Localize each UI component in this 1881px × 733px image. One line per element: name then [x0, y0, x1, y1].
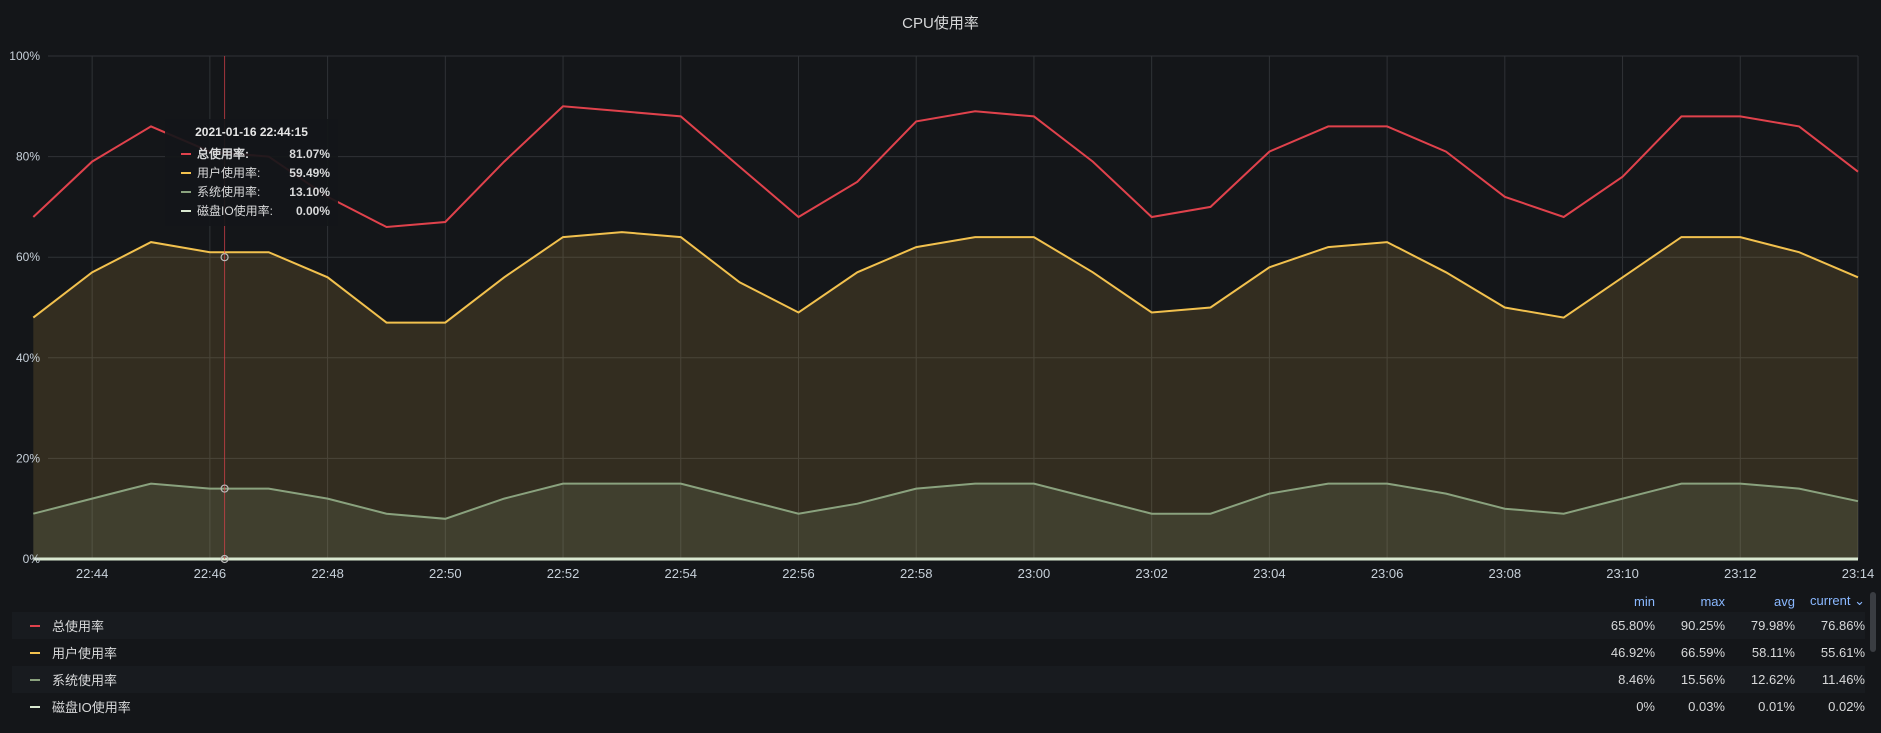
- x-tick-label: 22:58: [900, 566, 933, 580]
- legend-current: 0.02%: [1828, 699, 1865, 714]
- series-line-system: [33, 482, 1859, 520]
- x-tick-label: 22:44: [76, 566, 109, 580]
- cpu-usage-chart[interactable]: 0%20%40%60%80%100% 22:44 22:46 22:48 22:50 2…: [0, 0, 1881, 580]
- legend-avg: 79.98%: [1750, 618, 1795, 633]
- legend-header-current[interactable]: current ⌄: [1810, 593, 1865, 608]
- legend-max: 66.59%: [1680, 645, 1725, 660]
- panel-title: CPU使用率: [902, 15, 979, 32]
- legend-current: 76.86%: [1820, 618, 1865, 633]
- tooltip-name: 用户使用率:: [197, 166, 261, 180]
- y-tick-label: 100%: [9, 49, 40, 63]
- y-tick-label: 40%: [16, 351, 40, 365]
- legend-swatch-disk[interactable]: [30, 705, 40, 708]
- x-tick-label: 22:54: [664, 566, 697, 580]
- tooltip-swatch-system: [181, 190, 191, 193]
- tooltip-row-user: 用户使用率: 59.49%: [173, 163, 330, 182]
- x-tick-label: 22:48: [311, 566, 344, 580]
- legend-series-name[interactable]: 用户使用率: [52, 646, 118, 661]
- legend-header-avg[interactable]: avg: [1774, 593, 1795, 609]
- legend-avg: 58.11%: [1751, 645, 1795, 660]
- x-tick-label: 23:12: [1724, 566, 1757, 580]
- legend-header: min max avg current ⌄: [12, 590, 1865, 612]
- series-area-system: [33, 483, 1858, 559]
- tooltip-value: 59.49%: [289, 165, 330, 180]
- cursor-point: [220, 253, 229, 262]
- tooltip-swatch-user: [181, 171, 191, 174]
- x-tick-label: 23:08: [1489, 566, 1522, 580]
- x-tick-label: 22:56: [782, 566, 815, 580]
- cursor-point: [220, 484, 229, 493]
- x-axis-ticks: 22:44 22:46 22:48 22:50 22:52 22:54 22:56 22:58…: [76, 566, 1874, 580]
- chart-grid: [48, 55, 1859, 560]
- legend-rows: 总使用率 65.80% 90.25% 79.98% 76.86% 用户使用率 4…: [12, 612, 1865, 720]
- x-tick-label: 23:04: [1253, 566, 1286, 580]
- legend-max: 15.56%: [1680, 672, 1725, 687]
- tooltip-name: 系统使用率:: [197, 185, 261, 199]
- series-area-user: [33, 232, 1858, 559]
- legend-row-disk[interactable]: 磁盘IO使用率 0% 0.03% 0.01% 0.02%: [12, 693, 1865, 720]
- x-tick-label: 23:00: [1018, 566, 1051, 580]
- tooltip-name: 总使用率:: [197, 147, 249, 161]
- y-tick-label: 60%: [16, 250, 40, 264]
- legend-row-system[interactable]: 系统使用率 8.46% 15.56% 12.62% 11.46%: [12, 666, 1865, 693]
- legend-max: 0.03%: [1688, 699, 1725, 714]
- legend-table: min max avg current ⌄ 总使用率 65.80% 90.25%…: [12, 590, 1865, 720]
- tooltip-row-total: 总使用率: 81.07%: [173, 144, 330, 163]
- legend-series-name[interactable]: 总使用率: [52, 619, 105, 634]
- tooltip-name: 磁盘IO使用率:: [197, 204, 274, 218]
- legend-swatch-user[interactable]: [30, 651, 40, 654]
- x-tick-label: 23:10: [1606, 566, 1639, 580]
- legend-series-name[interactable]: 系统使用率: [52, 673, 118, 688]
- cursor-point: [220, 554, 229, 564]
- tooltip-value: 0.00%: [295, 203, 330, 218]
- legend-swatch-total[interactable]: [30, 624, 40, 627]
- legend-min: 8.46%: [1618, 672, 1655, 687]
- legend-scrollbar[interactable]: [1870, 592, 1876, 652]
- chart-areas: [33, 232, 1858, 559]
- x-tick-label: 22:50: [429, 566, 462, 580]
- x-tick-label: 23:02: [1135, 566, 1168, 580]
- y-tick-label: 20%: [16, 451, 40, 465]
- legend-min: 65.80%: [1610, 618, 1655, 633]
- tooltip-swatch-total: [181, 152, 191, 155]
- x-tick-label: 23:06: [1371, 566, 1404, 580]
- tooltip-swatch-disk: [181, 209, 191, 212]
- tooltip-time: 2021-01-16 22:44:15: [195, 125, 308, 139]
- legend-avg: 0.01%: [1758, 699, 1795, 714]
- y-tick-label: 0%: [23, 552, 41, 566]
- legend-row-total[interactable]: 总使用率 65.80% 90.25% 79.98% 76.86%: [12, 612, 1865, 639]
- y-axis-ticks: 0% 20% 40% 60% 80% 100%: [9, 49, 40, 566]
- legend-min: 46.92%: [1610, 645, 1655, 660]
- legend-current: 11.46%: [1821, 672, 1865, 687]
- series-line-user: [32, 231, 1859, 324]
- tooltip-row-disk: 磁盘IO使用率: 0.00%: [173, 201, 330, 220]
- tooltip-row-system: 系统使用率: 13.10%: [173, 182, 330, 201]
- legend-header-max[interactable]: max: [1700, 593, 1725, 609]
- legend-min: 0%: [1636, 699, 1655, 714]
- tooltip-value: 81.07%: [289, 146, 330, 161]
- x-tick-label: 22:52: [547, 566, 580, 580]
- legend-swatch-system[interactable]: [30, 678, 40, 681]
- legend-row-user[interactable]: 用户使用率 46.92% 66.59% 58.11% 55.61%: [12, 639, 1865, 666]
- hover-tooltip: 2021-01-16 22:44:15 总使用率: 81.07% 用户使用率: …: [165, 119, 338, 226]
- legend-avg: 12.62%: [1750, 672, 1795, 687]
- legend-series-name[interactable]: 磁盘IO使用率: [52, 700, 131, 715]
- legend-current: 55.61%: [1820, 645, 1865, 660]
- x-tick-label: 22:46: [194, 566, 227, 580]
- legend-header-min[interactable]: min: [1634, 593, 1655, 609]
- y-tick-label: 80%: [16, 150, 40, 164]
- legend-max: 90.25%: [1680, 618, 1725, 633]
- tooltip-value: 13.10%: [289, 184, 330, 199]
- x-tick-label: 23:14: [1842, 566, 1875, 580]
